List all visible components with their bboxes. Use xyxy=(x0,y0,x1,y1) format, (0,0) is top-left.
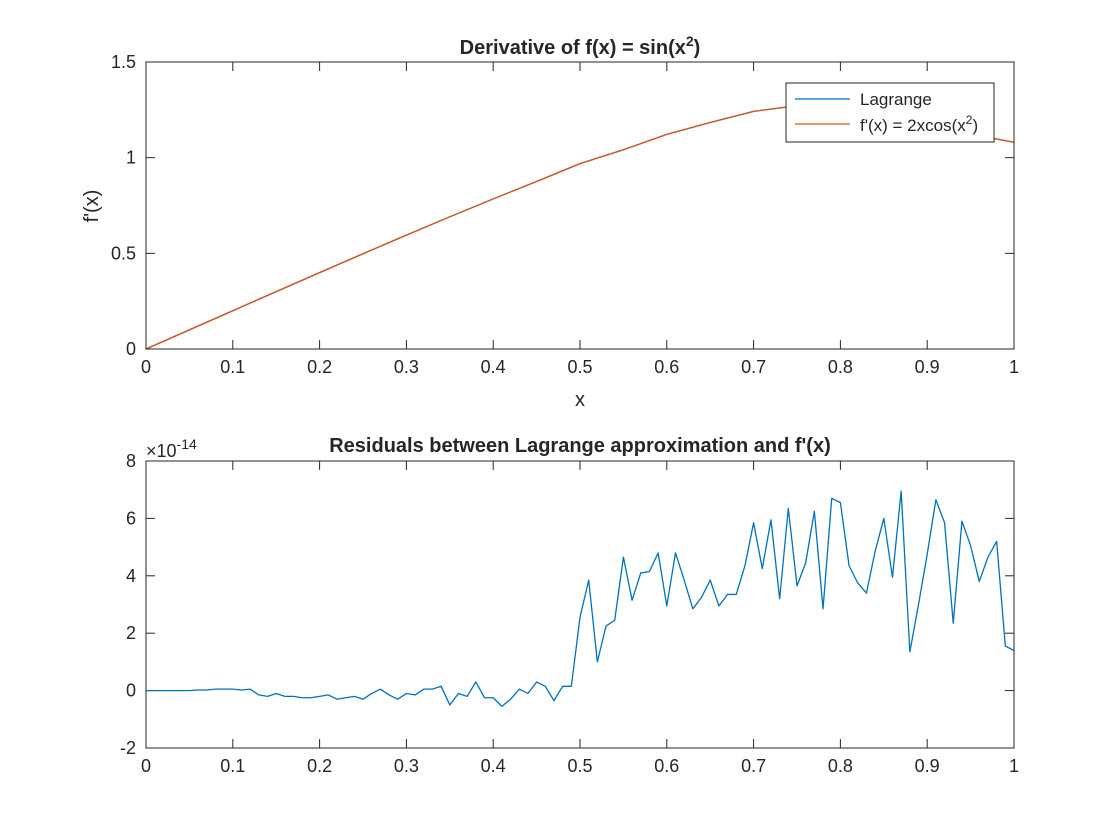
top-y-tick-labels: 0 0.5 1 1.5 xyxy=(111,52,136,359)
top-y-tick-label: 1.5 xyxy=(111,52,136,72)
legend: Lagrange f'(x) = 2xcos(x2) xyxy=(785,82,995,143)
bot-x-tick-label: 0.1 xyxy=(220,756,245,776)
top-x-tick-label: 0.8 xyxy=(828,357,853,377)
bot-x-tick-label: 0.6 xyxy=(654,756,679,776)
bottom-x-tick-labels: 0 0.1 0.2 0.3 0.4 0.5 0.6 0.7 0.8 0.9 1 xyxy=(141,756,1019,776)
top-x-tick-label: 0.1 xyxy=(220,357,245,377)
bottom-plot-area xyxy=(146,461,1014,748)
bot-x-tick-label: 0.4 xyxy=(481,756,506,776)
top-chart-title: Derivative of f(x) = sin(x2) xyxy=(460,33,701,59)
bot-x-tick-label: 0.7 xyxy=(741,756,766,776)
bot-x-tick-label: 0.2 xyxy=(307,756,332,776)
bottom-y-tick-labels: -2 0 2 4 6 8 xyxy=(120,451,136,758)
bottom-axes-box xyxy=(145,460,1015,749)
top-y-tick-label: 1 xyxy=(126,148,136,168)
legend-box xyxy=(785,82,995,143)
top-x-tick-label: 0.2 xyxy=(307,357,332,377)
bot-x-tick-label: 0.9 xyxy=(915,756,940,776)
bot-y-tick-label: 0 xyxy=(126,681,136,701)
top-y-tick-label: 0.5 xyxy=(111,243,136,263)
bot-x-tick-label: 0 xyxy=(141,756,151,776)
bottom-chart-title: Residuals between Lagrange approximation… xyxy=(329,435,831,457)
bot-y-tick-label: 8 xyxy=(126,451,136,471)
top-x-tick-label: 0 xyxy=(141,357,151,377)
top-x-tick-label: 0.7 xyxy=(741,357,766,377)
legend-label-exact-derivative: f'(x) = 2xcos(x2) xyxy=(860,113,978,135)
top-x-tick-label: 0.5 xyxy=(567,357,592,377)
top-chart: 0 0.1 0.2 0.3 0.4 0.5 0.6 0.7 0.8 0.9 1 0 0.5 1 1.5 D… xyxy=(81,33,1019,411)
top-x-tick-label: 1 xyxy=(1009,357,1019,377)
bot-y-tick-label: 6 xyxy=(126,508,136,528)
legend-label-lagrange: Lagrange xyxy=(860,90,932,109)
top-x-axis-label: x xyxy=(575,389,585,411)
top-y-axis-label: f'(x) xyxy=(81,190,103,223)
top-x-tick-labels: 0 0.1 0.2 0.3 0.4 0.5 0.6 0.7 0.8 0.9 1 xyxy=(141,357,1019,377)
bot-x-tick-label: 0.3 xyxy=(394,756,419,776)
top-x-tick-label: 0.6 xyxy=(654,357,679,377)
top-x-tick-label: 0.4 xyxy=(481,357,506,377)
top-axes-box xyxy=(145,61,1015,350)
bot-y-tick-label: -2 xyxy=(120,738,136,758)
top-y-tick-label: 0 xyxy=(126,339,136,359)
bot-x-tick-label: 0.8 xyxy=(828,756,853,776)
top-x-tick-label: 0.9 xyxy=(915,357,940,377)
bottom-y-exponent-label: ×10-14 xyxy=(146,436,197,461)
bot-y-tick-label: 2 xyxy=(126,623,136,643)
bottom-lines xyxy=(146,490,1015,708)
bot-y-tick-label: 4 xyxy=(126,566,136,586)
bot-x-tick-label: 1 xyxy=(1009,756,1019,776)
top-x-tick-label: 0.3 xyxy=(394,357,419,377)
bot-series-line-0 xyxy=(146,490,1015,708)
bot-x-tick-label: 0.5 xyxy=(567,756,592,776)
